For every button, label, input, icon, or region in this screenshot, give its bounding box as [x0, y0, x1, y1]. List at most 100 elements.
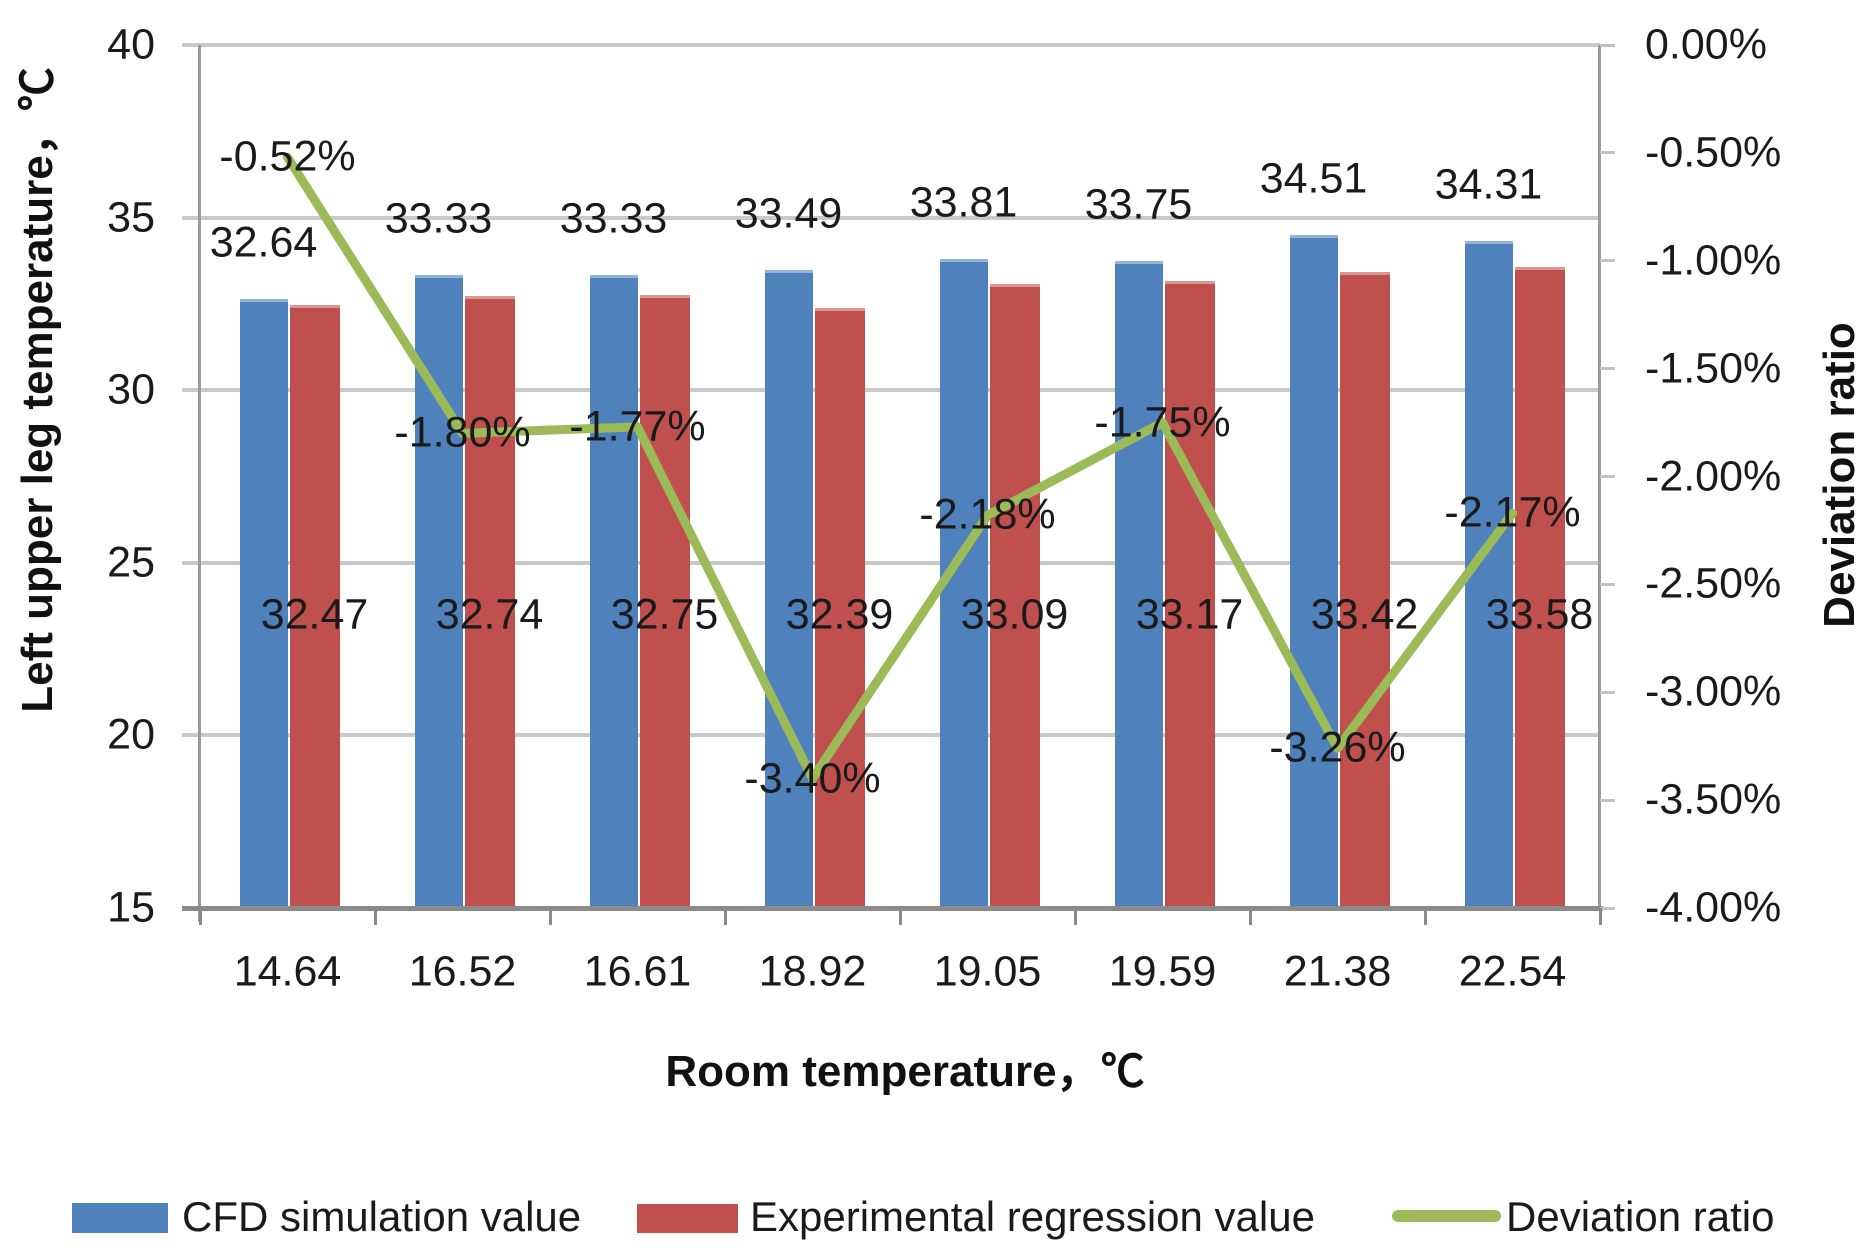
right-axis-title: Deviation ratio: [1815, 322, 1864, 628]
deviation-point-label: -2.18%: [919, 490, 1056, 539]
legend-swatch-cfd: [72, 1203, 168, 1233]
legend-label-exp: Experimental regression value: [750, 1193, 1315, 1240]
gridline: [182, 733, 1600, 738]
bar-label-cfd: 34.51: [1259, 154, 1368, 202]
right-axis-tick-label: -2.00%: [1645, 452, 1782, 500]
bar-cfd: [1289, 234, 1338, 908]
bar-experimental: [1339, 272, 1390, 908]
gridline: [182, 560, 1600, 565]
deviation-point-label: -3.26%: [1269, 723, 1406, 772]
x-axis-category-label: 18.92: [758, 947, 867, 996]
bar-cfd: [589, 275, 638, 908]
x-axis-title: Room temperature，℃: [665, 1047, 1145, 1096]
left-axis-tick-label: 20: [107, 710, 155, 759]
x-axis-tick: [373, 908, 377, 925]
left-axis-tick-label: 40: [107, 20, 155, 69]
right-axis-tick-label: -4.00%: [1645, 883, 1782, 932]
right-axis-tick-label: 0.00%: [1645, 20, 1767, 69]
right-axis-tick: [1600, 43, 1615, 47]
bar-experimental: [989, 283, 1040, 908]
left-axis-tick-label: 30: [107, 365, 155, 414]
legend-label-deviation: Deviation ratio: [1506, 1193, 1775, 1240]
deviation-point-label: -0.52%: [219, 132, 356, 181]
bottom-axis-line: [182, 906, 1603, 911]
deviation-point-label: -1.77%: [569, 402, 706, 451]
left-axis-line: [198, 45, 201, 922]
bar-experimental: [639, 295, 690, 908]
left-axis-tick-label: 35: [107, 193, 155, 242]
bar-experimental: [464, 295, 515, 908]
left-axis-tick-label: 25: [107, 538, 155, 587]
bar-label-experimental: 32.74: [435, 590, 544, 639]
bar-label-cfd: 32.64: [209, 218, 318, 267]
deviation-line: [283, 152, 1517, 784]
x-axis-tick: [723, 908, 727, 925]
right-axis-tick-label: -0.50%: [1645, 128, 1782, 177]
right-axis-tick-label: -1.00%: [1645, 236, 1782, 285]
right-axis-tick-label: -3.00%: [1645, 667, 1782, 716]
right-axis-tick: [1600, 906, 1615, 910]
bar-label-cfd: 34.31: [1434, 160, 1543, 209]
right-axis-tick: [1600, 151, 1615, 155]
gridline: [182, 388, 1600, 393]
right-axis-tick: [1600, 582, 1615, 586]
x-axis-tick: [1423, 908, 1427, 925]
bar-label-cfd: 33.49: [734, 189, 843, 238]
bar-label-experimental: 33.09: [960, 590, 1069, 639]
bar-label-experimental: 33.17: [1135, 590, 1244, 639]
bar-label-cfd: 33.33: [559, 194, 668, 243]
right-axis-tick-label: -1.50%: [1645, 344, 1782, 393]
deviation-point-label: -1.75%: [1094, 398, 1231, 447]
right-axis-tick-label: -3.50%: [1645, 775, 1782, 824]
gridline: [182, 43, 1600, 47]
right-axis-tick-label: -2.50%: [1645, 559, 1782, 608]
legend-swatch-deviation: [1392, 1210, 1501, 1222]
bar-cfd: [764, 269, 813, 908]
bar-experimental: [1514, 266, 1565, 908]
x-axis-category-label: 19.05: [933, 947, 1042, 996]
right-axis-tick: [1600, 690, 1615, 694]
bar-experimental: [1164, 280, 1215, 908]
x-axis-category-label: 19.59: [1108, 947, 1217, 996]
left-axis-tick-label: 15: [107, 883, 155, 932]
x-axis-tick: [198, 908, 202, 925]
bar-label-experimental: 32.75: [610, 590, 719, 639]
bar-cfd: [414, 275, 463, 908]
deviation-point-label: -1.80%: [394, 408, 531, 457]
deviation-point-label: -2.17%: [1444, 488, 1581, 537]
x-axis-tick: [898, 908, 902, 925]
bar-cfd: [1464, 241, 1513, 908]
bar-label-experimental: 33.42: [1310, 590, 1419, 639]
legend-label-cfd: CFD simulation value: [182, 1193, 582, 1240]
x-axis-category-label: 14.64: [233, 947, 342, 996]
deviation-point-label: -3.40%: [744, 754, 881, 803]
x-axis-category-label: 21.38: [1283, 947, 1392, 996]
bar-label-experimental: 33.58: [1485, 590, 1594, 639]
bar-cfd: [1114, 260, 1163, 908]
right-axis-tick: [1600, 798, 1615, 802]
right-axis-line: [1598, 45, 1601, 908]
right-axis-tick: [1600, 367, 1615, 371]
bar-experimental: [289, 304, 340, 908]
x-axis-tick: [1073, 908, 1077, 925]
bar-label-cfd: 33.75: [1084, 180, 1193, 229]
x-axis-category-label: 16.52: [408, 947, 517, 996]
right-axis-tick: [1600, 259, 1615, 263]
bar-label-experimental: 32.39: [785, 590, 894, 639]
bar-experimental: [814, 307, 865, 908]
gridline: [182, 215, 1600, 220]
x-axis-tick: [1248, 908, 1252, 925]
left-axis-title: Left upper leg temperature，℃: [13, 67, 62, 713]
bar-label-cfd: 33.33: [384, 194, 493, 243]
bar-label-experimental: 32.47: [260, 590, 369, 639]
x-axis-tick: [1598, 908, 1602, 925]
x-axis-category-label: 16.61: [583, 947, 692, 996]
bar-cfd: [239, 299, 288, 908]
x-axis-tick: [548, 908, 552, 925]
right-axis-tick: [1600, 475, 1615, 478]
legend-swatch-exp: [637, 1204, 738, 1233]
bar-label-cfd: 33.81: [909, 178, 1018, 227]
x-axis-category-label: 22.54: [1458, 947, 1567, 996]
